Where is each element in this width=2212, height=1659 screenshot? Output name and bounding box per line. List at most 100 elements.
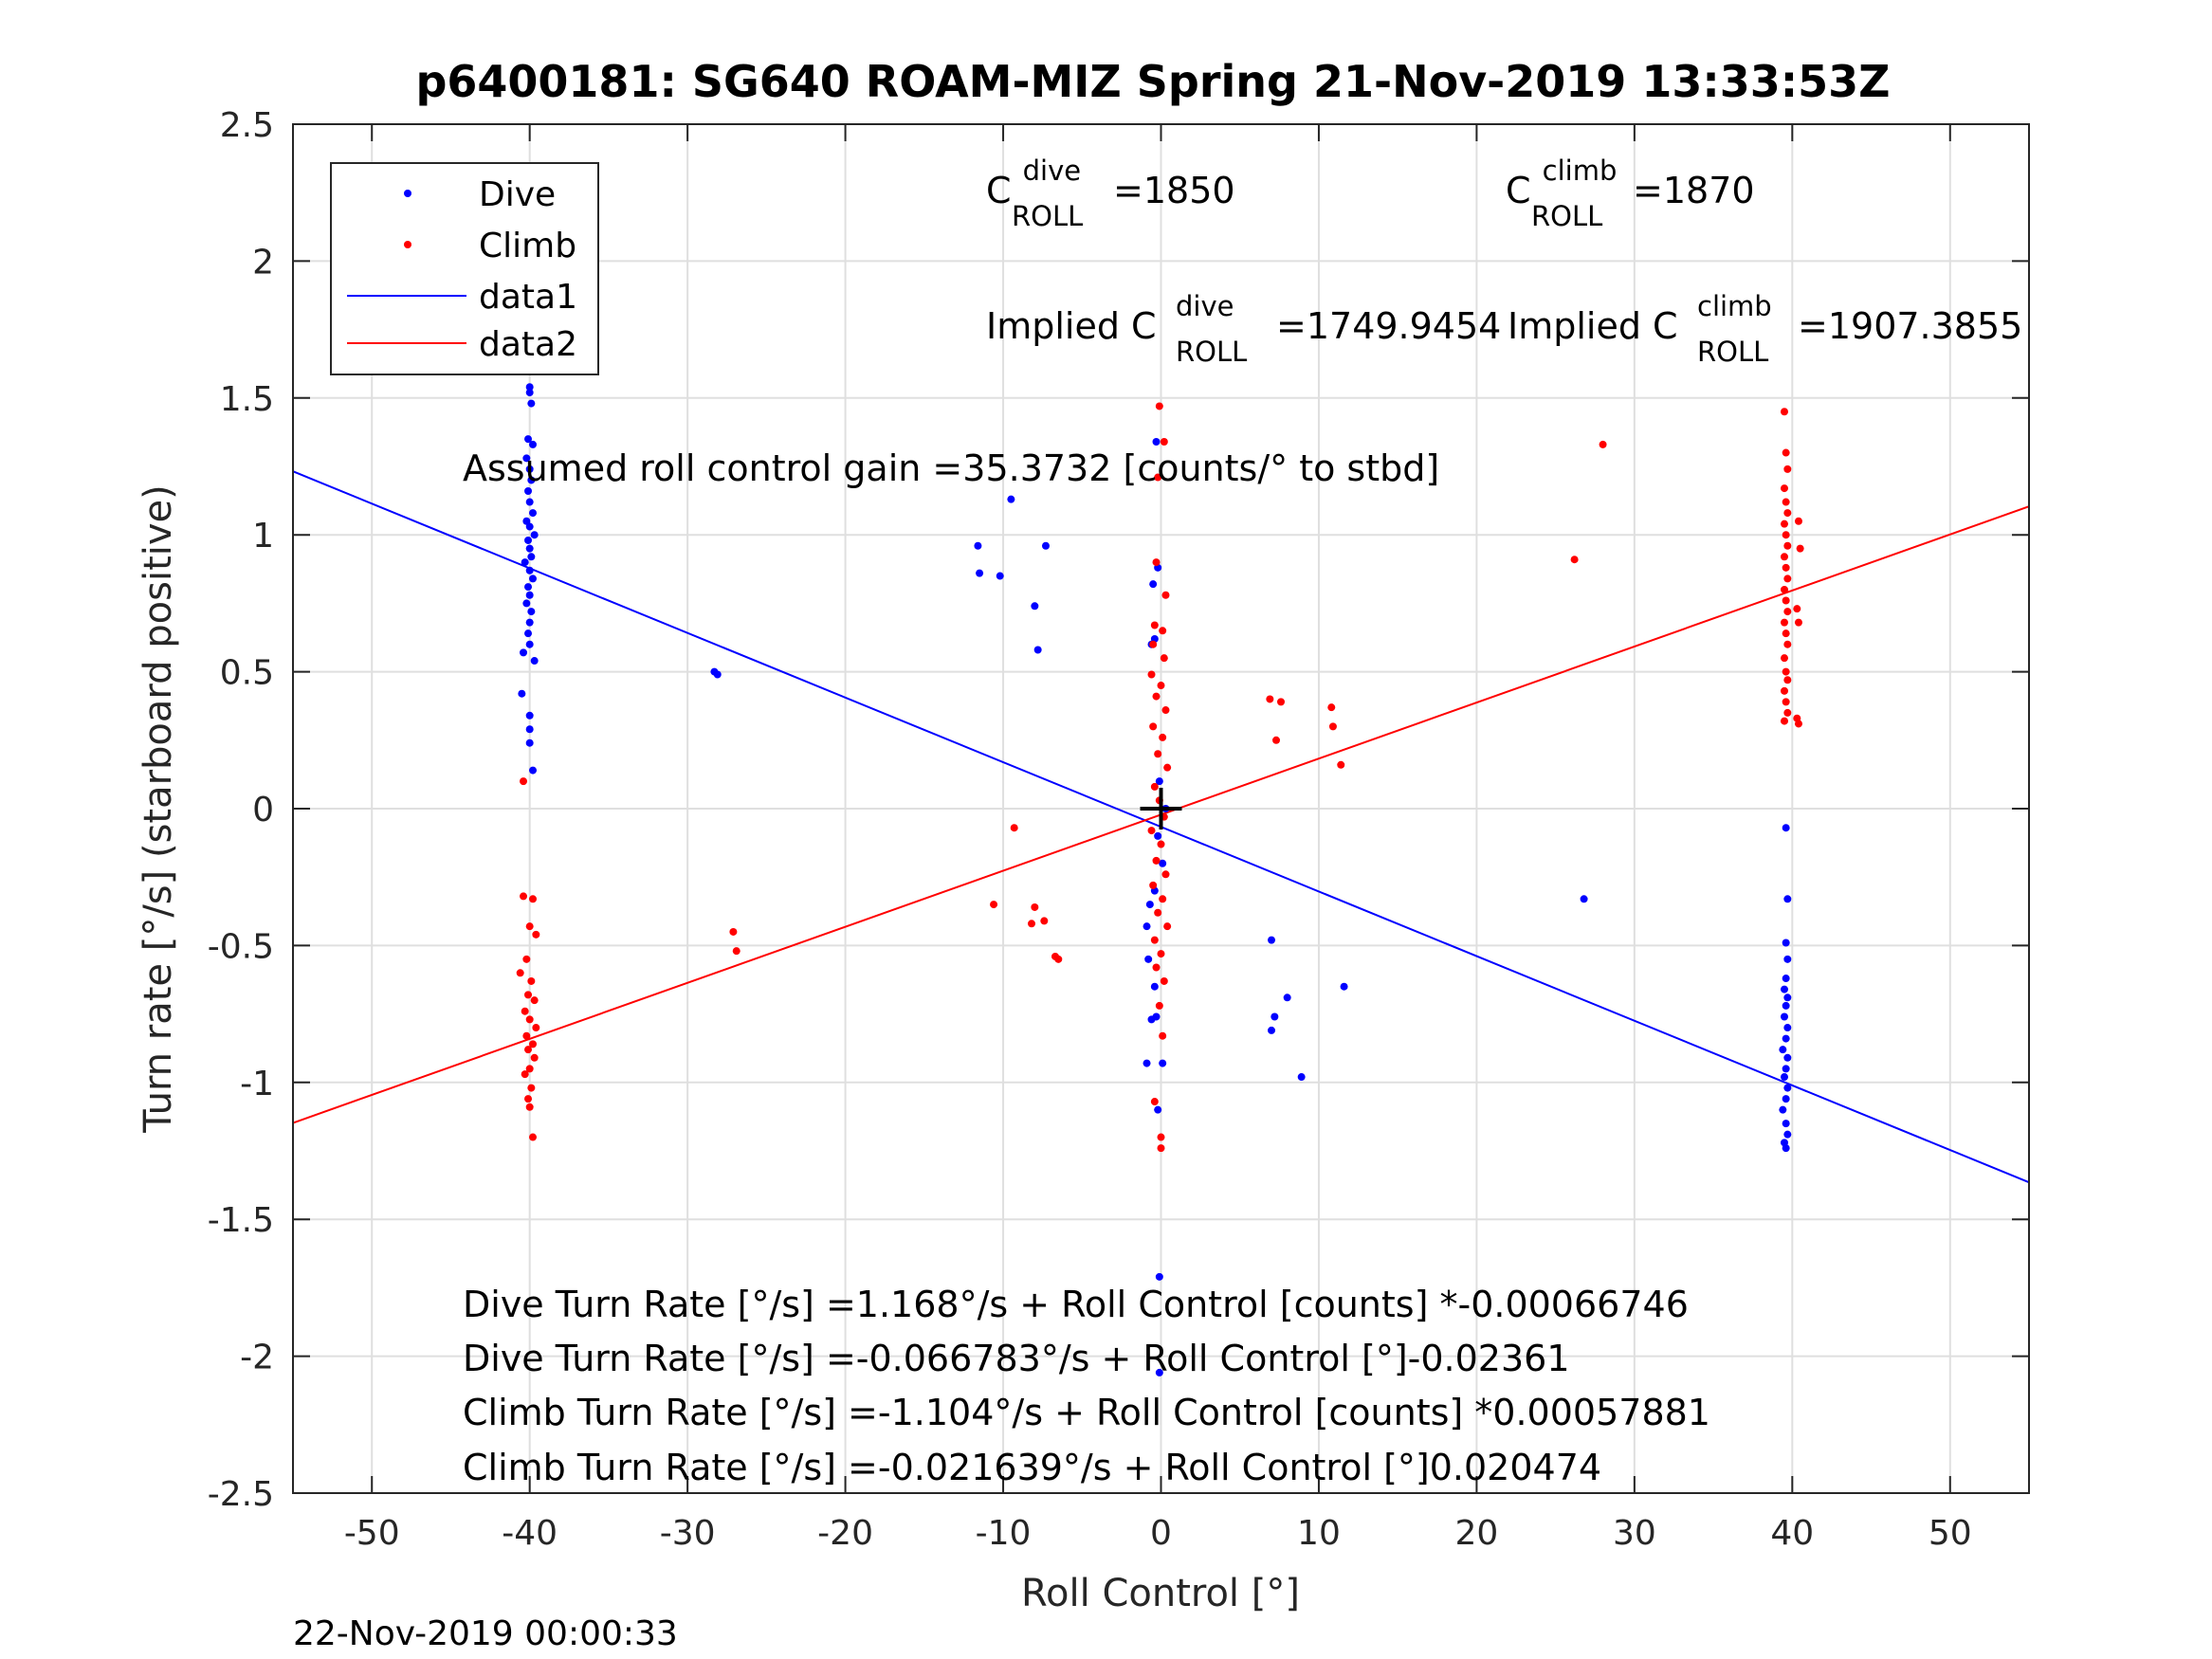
implied-dive-annotation: Implied C dive ROLL =1749.9454 [986,283,1501,370]
point-dive [1783,1053,1792,1062]
point-climb [1154,473,1162,482]
point-climb [1782,531,1790,539]
c-roll-climb-letter: C [1506,170,1531,211]
point-dive [1782,1120,1790,1128]
point-climb [1337,760,1345,769]
point-dive [1779,1105,1787,1114]
point-climb [524,1095,533,1103]
point-climb [1783,509,1792,518]
point-dive [1031,602,1039,611]
point-climb [1154,908,1162,917]
point-climb [521,1070,529,1079]
x-axis-label: Roll Control [°] [1021,1572,1300,1615]
point-climb [1272,736,1281,744]
point-dive [1143,922,1151,931]
point-climb [1277,698,1286,706]
point-dive [974,541,982,550]
point-climb [524,1046,533,1054]
point-climb [1783,574,1792,583]
point-dive [1143,1059,1151,1067]
point-climb [1780,654,1788,663]
point-dive [524,629,533,638]
point-climb [1783,708,1792,717]
point-climb [1794,618,1802,627]
equation-dive-counts: Dive Turn Rate [°/s] =1.168°/s + Roll Co… [463,1284,1689,1325]
point-dive [525,566,534,574]
point-dive [525,383,534,392]
point-climb [1149,722,1158,731]
point-climb [1783,676,1792,684]
point-climb [525,922,534,931]
point-climb [1031,902,1039,911]
equation-climb-degrees: Climb Turn Rate [°/s] =-0.021639°/s + Ro… [463,1447,1601,1488]
point-dive [1150,982,1159,991]
point-dive [1149,580,1158,589]
x-tick-label: 50 [1929,1514,1972,1553]
point-dive [1783,1130,1792,1139]
point-climb [520,892,528,901]
point-climb [1157,840,1165,848]
y-axis-label: Turn rate [°/s] (starboard positive) [137,484,180,1134]
point-climb [1161,591,1170,599]
point-dive [525,544,534,553]
point-climb [525,1065,534,1073]
point-climb [1783,541,1792,550]
point-dive [996,572,1004,580]
point-climb [1157,1144,1165,1153]
x-tick-label: -30 [660,1514,716,1553]
point-dive [1783,1084,1792,1092]
point-dive [1782,975,1790,983]
point-climb [1780,484,1788,493]
point-climb [1149,640,1158,648]
point-climb [1150,1098,1159,1106]
equation-dive-degrees: Dive Turn Rate [°/s] =-0.066783°/s + Rol… [463,1338,1570,1379]
point-dive [529,574,538,583]
point-dive [1780,1012,1788,1021]
point-dive [525,389,534,397]
point-dive [1782,1065,1790,1073]
point-dive [525,725,534,734]
equation-climb-counts: Climb Turn Rate [°/s] =-1.104°/s + Roll … [463,1392,1710,1433]
point-climb [1152,692,1161,701]
point-climb [529,1040,538,1048]
point-climb [532,1024,540,1032]
point-climb [522,955,531,963]
point-climb [1028,920,1036,928]
point-dive [976,569,984,577]
y-tick-label: 1.5 [220,380,274,419]
point-dive [522,454,531,463]
point-climb [1328,722,1337,731]
point-dive [1155,1368,1163,1376]
point-climb [524,991,533,999]
point-dive [530,657,539,665]
point-climb [1780,408,1788,416]
point-dive [1782,1001,1790,1010]
point-dive [525,522,534,531]
x-tick-label: -40 [502,1514,558,1553]
point-dive [1782,939,1790,947]
point-climb [525,1103,534,1111]
y-tick-label: 1 [252,517,274,556]
y-tick-label: 2.5 [220,106,274,145]
point-climb [1161,870,1170,879]
point-dive [518,689,526,698]
point-climb [1152,558,1161,567]
implied-climb-prefix: Implied C [1508,305,1678,347]
point-dive [529,766,538,775]
point-climb [530,1053,539,1062]
point-dive [1580,895,1588,903]
point-dive [1155,1272,1163,1281]
c-roll-climb-value: =1870 [1633,170,1755,211]
x-tick-label: 0 [1150,1514,1172,1553]
point-dive [1154,1105,1162,1114]
point-dive [1783,895,1792,903]
y-tick-labels: -2.5 -2 -1.5 -1 -0.5 0 0.5 1 1.5 2 2.5 [208,106,274,1514]
legend-climb-marker [404,241,411,248]
point-climb [1327,703,1336,712]
implied-climb-value: =1907.3855 [1798,305,2022,347]
point-climb [529,895,538,903]
point-climb [1793,605,1801,613]
point-dive [1144,955,1153,963]
point-climb [530,996,539,1005]
